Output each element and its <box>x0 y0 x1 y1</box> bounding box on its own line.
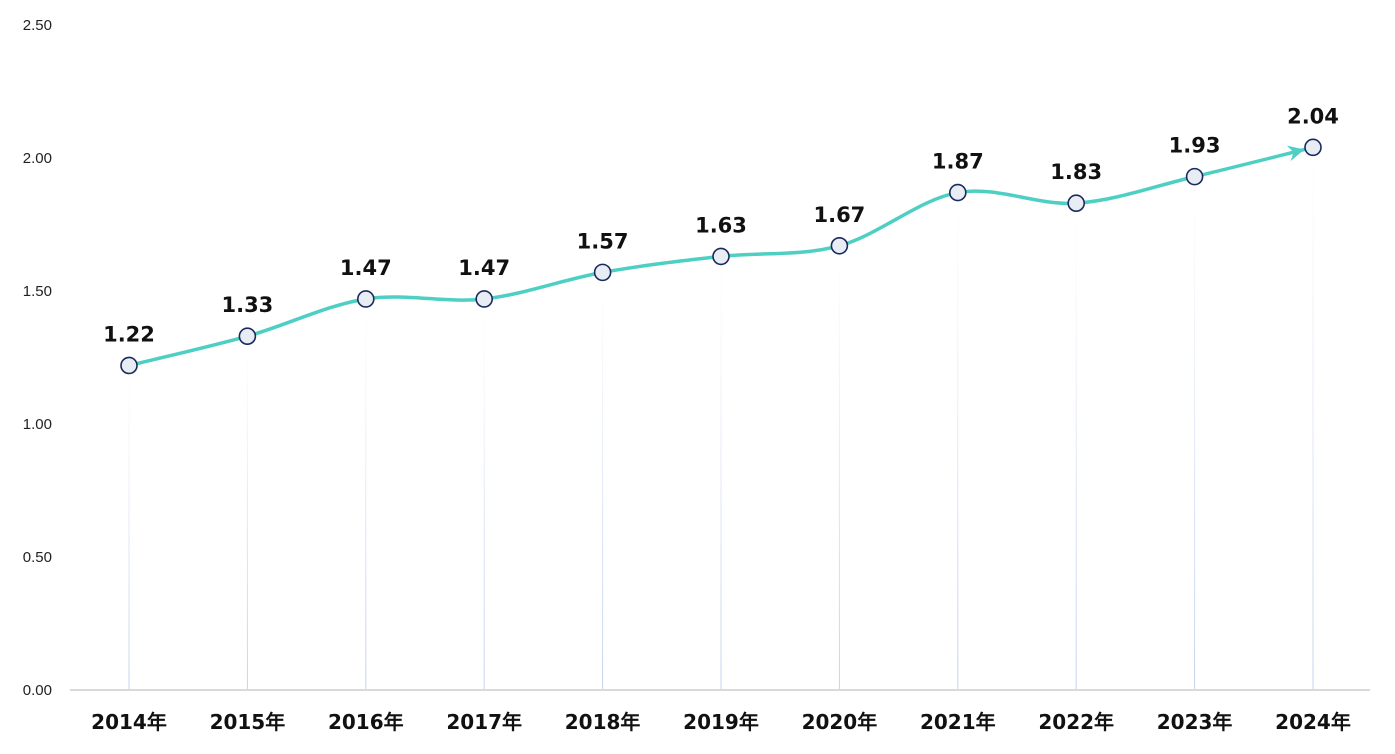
data-point <box>593 263 612 282</box>
data-label: 1.47 <box>340 256 392 280</box>
x-tick-label: 2021年 <box>920 710 996 734</box>
drop-line <box>1194 186 1196 690</box>
data-label: 1.67 <box>813 203 865 227</box>
data-label: 2.04 <box>1287 104 1339 128</box>
y-axis: 0.00 0.50 1.00 1.50 2.00 2.50 <box>23 17 52 699</box>
y-tick-label: 0.50 <box>23 549 52 566</box>
data-point <box>830 236 849 255</box>
drop-line <box>483 308 485 690</box>
drop-lines <box>128 157 1314 691</box>
drop-line <box>365 308 367 690</box>
x-tick-label: 2016年 <box>328 710 404 734</box>
data-point <box>475 290 494 308</box>
data-point <box>1304 138 1322 157</box>
data-point <box>120 356 138 375</box>
drop-line <box>838 255 840 690</box>
data-label: 1.93 <box>1169 134 1221 158</box>
x-tick-label: 2018年 <box>565 710 641 734</box>
data-point <box>1185 167 1204 186</box>
drop-line <box>1075 213 1077 690</box>
y-tick-label: 2.50 <box>23 17 52 34</box>
y-tick-label: 2.00 <box>23 150 52 167</box>
y-tick-label: 1.50 <box>23 283 52 300</box>
data-label: 1.22 <box>103 322 155 346</box>
x-axis: 2014年 2015年 2016年 2017年 2018年 2019年 2020年 2021年… <box>91 710 1351 734</box>
x-tick-label: 2023年 <box>1157 710 1233 734</box>
x-tick-label: 2015年 <box>210 710 286 734</box>
drop-line <box>246 346 248 690</box>
x-tick-label: 2020年 <box>802 710 878 734</box>
drop-line <box>128 375 130 690</box>
data-label: 1.33 <box>221 293 273 317</box>
x-tick-label: 2017年 <box>446 710 522 734</box>
x-tick-label: 2014年 <box>91 710 167 734</box>
y-tick-label: 1.00 <box>23 416 52 433</box>
drop-line <box>602 282 604 690</box>
data-label: 1.87 <box>932 150 984 174</box>
data-labels: 1.22 1.33 1.47 1.47 1.57 1.63 1.67 1.87 1.83 1.93… <box>103 104 1339 346</box>
arrow-head <box>1286 145 1305 162</box>
data-point <box>238 327 257 346</box>
data-point <box>948 183 967 202</box>
data-point <box>1067 194 1085 213</box>
x-tick-label: 2022年 <box>1038 710 1114 734</box>
data-points <box>120 138 1322 375</box>
data-point <box>712 247 730 266</box>
data-label: 1.57 <box>577 229 629 253</box>
drop-line <box>1312 157 1314 691</box>
data-label: 1.63 <box>695 213 747 237</box>
drop-line <box>957 202 959 690</box>
data-label: 1.83 <box>1050 160 1102 184</box>
data-point <box>356 290 375 308</box>
y-tick-label: 0.00 <box>23 682 52 699</box>
x-tick-label: 2019年 <box>683 710 759 734</box>
drop-line <box>720 266 722 690</box>
x-tick-label: 2024年 <box>1275 710 1351 734</box>
data-label: 1.47 <box>458 256 510 280</box>
